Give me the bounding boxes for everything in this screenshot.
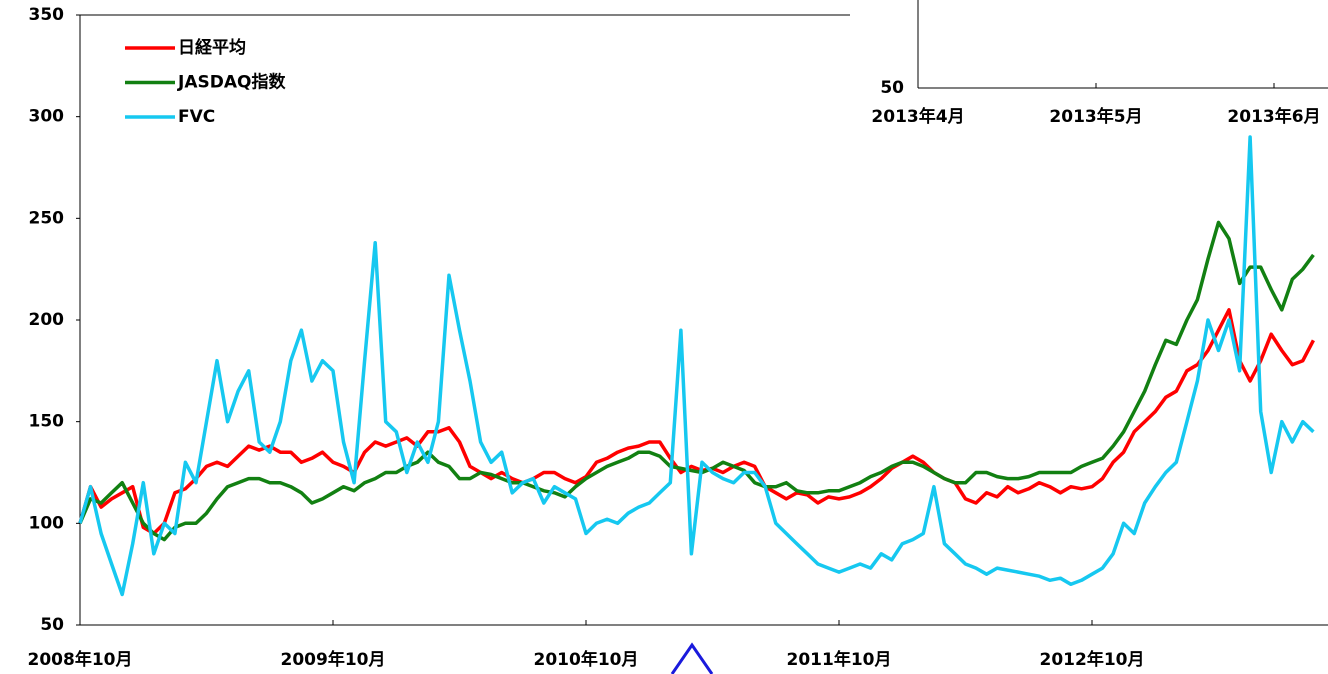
inset-y-tick-label: 50 [880, 78, 904, 98]
series-line [78, 220, 1315, 542]
y-tick-label: 150 [29, 412, 65, 432]
x-tick-label: 2012年10月 [1040, 649, 1145, 670]
inset-x-tick-label: 2013年4月 [871, 106, 964, 127]
x-tick-label: 2008年10月 [28, 649, 133, 670]
legend-label: FVC [178, 107, 215, 127]
x-tick-label: 2011年10月 [787, 649, 892, 670]
y-tick-label: 100 [29, 513, 65, 533]
y-tick-label: 250 [29, 208, 65, 228]
x-tick-label: 2009年10月 [281, 649, 386, 670]
y-tick-label: 300 [29, 107, 65, 127]
legend-label: JASDAQ指数 [177, 72, 286, 93]
inset-x-tick-label: 2013年5月 [1049, 106, 1142, 127]
inset-x-tick-label: 2013年6月 [1227, 106, 1320, 127]
cursor-triangle [670, 642, 714, 674]
y-tick-label: 350 [29, 5, 65, 25]
y-tick-label: 50 [40, 615, 64, 635]
plot-area [78, 135, 1315, 597]
legend-label: 日経平均 [178, 37, 246, 58]
series-line [78, 308, 1315, 536]
x-tick-label: 2010年10月 [534, 649, 639, 670]
series-line [78, 135, 1315, 597]
inset-background [855, 0, 1328, 132]
y-tick-label: 200 [29, 310, 65, 330]
